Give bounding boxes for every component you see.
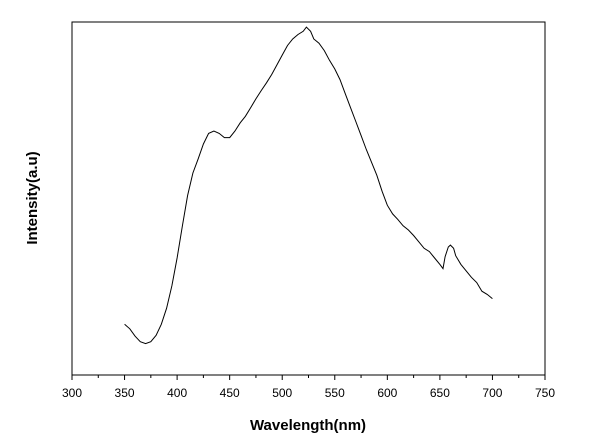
x-axis-title: Wavelength(nm) (250, 417, 366, 434)
x-axis-ticks (71, 375, 546, 380)
plot-frame (71, 21, 546, 376)
x-tick-label: 750 (535, 386, 555, 400)
x-axis-tick-labels: 300 350 400 450 500 550 600 650 700 750 (62, 386, 555, 400)
x-tick-label: 600 (377, 386, 397, 400)
x-tick-label: 700 (482, 386, 502, 400)
series-line (124, 26, 493, 345)
x-tick-label: 350 (115, 386, 135, 400)
x-tick-label: 300 (62, 386, 82, 400)
x-tick-label: 650 (430, 386, 450, 400)
x-tick-label: 450 (220, 386, 240, 400)
x-tick-label: 550 (325, 386, 345, 400)
x-tick-label: 500 (272, 386, 292, 400)
x-tick-label: 400 (167, 386, 187, 400)
y-axis-title: Intensity(a.u) (24, 151, 41, 244)
